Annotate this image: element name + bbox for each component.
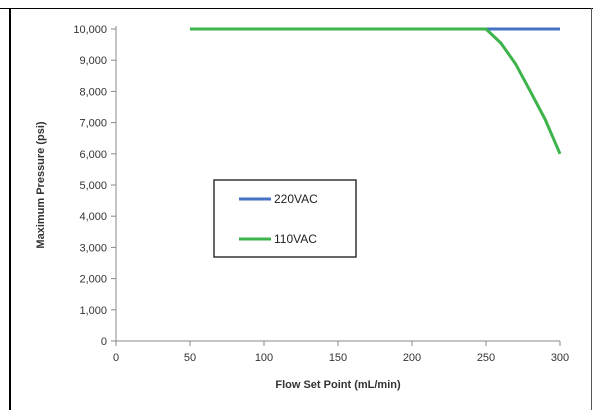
y-tick-label: 6,000 <box>79 149 107 161</box>
legend: 220VAC 110VAC <box>213 179 357 258</box>
x-tick-label: 0 <box>113 352 119 364</box>
frame-right-border <box>591 8 592 410</box>
y-tick-label: 9,000 <box>79 55 107 67</box>
x-tick-label: 100 <box>255 352 273 364</box>
y-axis-title: Maximum Pressure (psi) <box>35 121 47 248</box>
series-layer <box>190 27 562 155</box>
y-tick-label: 4,000 <box>79 211 107 223</box>
y-tick-label: 10,000 <box>73 24 107 36</box>
x-tick-label: 250 <box>477 352 495 364</box>
legend-box <box>213 179 357 258</box>
y-tick-label: 8,000 <box>79 86 107 98</box>
x-tick-label: 200 <box>403 352 421 364</box>
y-tick-label: 7,000 <box>79 118 107 130</box>
y-tick-label: 2,000 <box>79 274 107 286</box>
legend-label: 110VAC <box>274 232 317 246</box>
y-tick-label: 5,000 <box>79 180 107 192</box>
x-tick-label: 300 <box>551 352 569 364</box>
x-axis-title: Flow Set Point (mL/min) <box>275 379 401 391</box>
frame-left-border <box>9 8 11 410</box>
legend-label: 220VAC <box>274 192 318 206</box>
axes: 0 1,000 2,000 3,000 4,000 5,000 6,000 7,000 8,00… <box>73 24 569 364</box>
x-tick-label: 50 <box>184 352 196 364</box>
y-tick-label: 3,000 <box>79 242 107 254</box>
y-tick-label: 1,000 <box>79 305 107 317</box>
series-line-110vac <box>190 27 562 155</box>
y-tick-label: 0 <box>101 336 107 348</box>
x-tick-label: 150 <box>329 352 347 364</box>
frame-top-border <box>0 8 593 9</box>
